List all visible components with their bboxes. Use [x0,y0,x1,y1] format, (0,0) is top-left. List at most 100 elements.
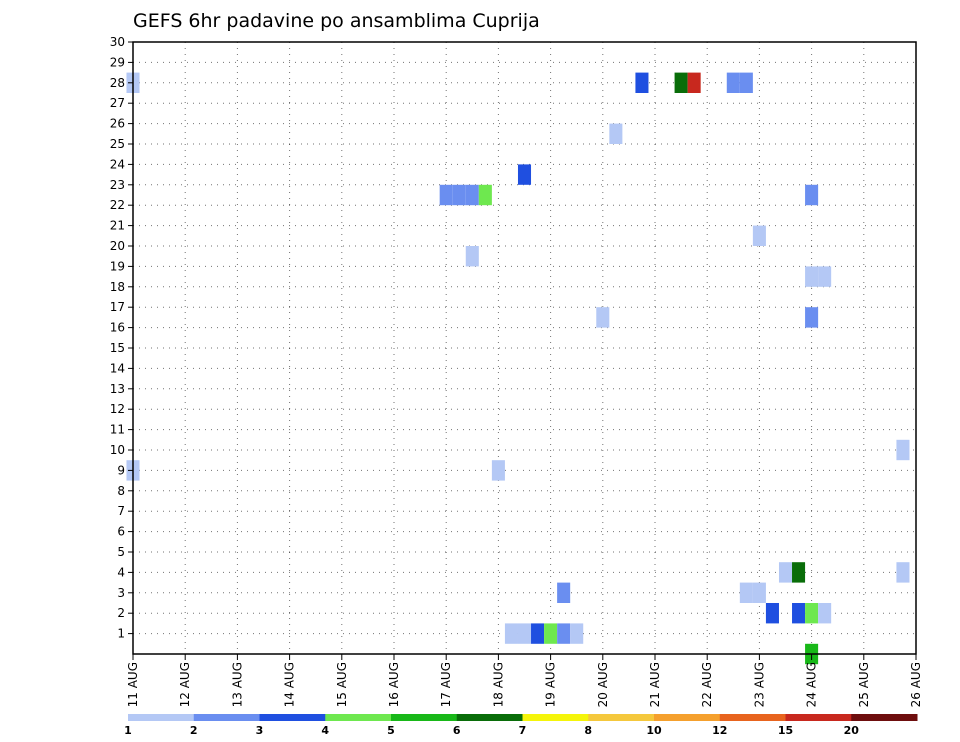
precip-cell-15 [557,582,571,603]
y-tick-label-11: 11 [110,423,125,437]
x-tick-label-13: 24 AUG [805,662,819,707]
legend-label-7: 8 [584,724,592,737]
precip-cell-9 [504,623,518,644]
y-tick-label-7: 7 [117,504,125,518]
precip-cell-26 [765,603,779,624]
y-tick-label-22: 22 [110,198,125,212]
legend-swatch-11 [851,714,918,721]
precip-cell-37 [896,562,910,583]
precip-cell-11 [531,623,545,644]
y-tick-label-6: 6 [117,525,125,539]
x-tick-label-0: 11 AUG [126,662,140,707]
legend-label-10: 15 [778,724,793,737]
precip-cell-20 [687,72,701,93]
legend-swatch-9 [719,714,786,721]
precip-cell-21 [726,72,740,93]
x-tick-label-6: 17 AUG [439,662,453,707]
legend-swatch-8 [654,714,721,721]
x-axis: 11 AUG 12 AUG 13 AUG 14 AUG 15 AUG 16 AUG 17 A… [126,654,923,707]
legend-label-0: 1 [124,724,132,737]
precip-cell-32 [805,307,819,328]
legend-swatch-7 [588,714,655,721]
x-tick-label-5: 16 AUG [387,662,401,707]
x-tick-label-14: 25 AUG [857,662,871,707]
y-tick-label-10: 10 [110,443,125,457]
legend-label-5: 6 [453,724,461,737]
x-tick-label-9: 20 AUG [596,662,610,707]
legend-swatch-10 [785,714,852,721]
y-tick-label-16: 16 [110,321,125,335]
precip-cell-8 [517,164,532,185]
legend-swatch-2 [259,714,326,721]
legend-swatch-1 [193,714,260,721]
legend-label-8: 10 [646,724,662,737]
precip-cell-4 [465,184,479,206]
legend-label-3: 4 [321,724,329,737]
y-tick-label-5: 5 [117,545,125,559]
y-tick-label-29: 29 [110,55,125,69]
x-tick-label-10: 21 AUG [648,662,662,707]
x-tick-label-1: 12 AUG [178,662,192,707]
precip-cell-35 [805,184,819,206]
legend-swatch-6 [522,714,589,721]
precip-cell-10 [517,623,532,644]
precip-cell-19 [674,72,688,93]
x-tick-label-12: 23 AUG [752,662,766,707]
x-tick-label-15: 26 AUG [909,662,923,707]
precip-cell-17 [609,123,623,144]
legend-label-11: 20 [844,724,860,737]
precip-cell-2 [439,184,453,206]
y-tick-label-20: 20 [110,239,125,253]
chart-title: GEFS 6hr padavine po ansamblima Cuprija [133,10,540,32]
legend-label-6: 7 [519,724,527,737]
precip-cell-6 [465,246,479,267]
legend-swatch-0 [128,714,195,721]
y-axis: 1234567891011121314151617181920212223242… [110,35,133,641]
precip-cell-27 [778,562,793,583]
y-tick-label-25: 25 [110,137,125,151]
x-tick-label-4: 15 AUG [335,662,349,707]
precip-cell-18 [635,72,649,93]
y-tick-label-23: 23 [110,178,125,192]
precip-cell-38 [896,439,910,461]
y-tick-label-28: 28 [110,76,125,90]
precip-cell-29 [792,603,806,624]
legend-label-4: 5 [387,724,395,737]
y-tick-label-15: 15 [110,341,125,355]
legend-label-9: 12 [712,724,727,737]
x-tick-label-2: 13 AUG [230,662,244,707]
legend-swatch-5 [456,714,523,721]
y-tick-label-26: 26 [110,117,125,131]
legend-swatch-3 [325,714,392,721]
precip-cell-14 [570,623,584,644]
color-legend: 1 2 3 4 5 6 7 8 10 12 15 20 [124,714,918,737]
grid-lines [132,41,917,654]
y-tick-label-24: 24 [110,157,125,171]
y-tick-label-2: 2 [117,606,125,620]
y-tick-label-4: 4 [117,565,125,579]
y-tick-label-9: 9 [117,463,125,477]
y-tick-label-1: 1 [117,627,125,641]
precip-cell-28 [792,562,806,583]
legend-swatch-4 [391,714,458,721]
precip-cell-22 [739,72,753,93]
precip-cell-13 [557,623,571,644]
y-tick-label-19: 19 [110,259,125,273]
legend-label-1: 2 [190,724,198,737]
precip-cell-30 [805,603,819,624]
precip-cell-12 [544,623,558,644]
y-tick-label-12: 12 [110,402,125,416]
x-tick-label-8: 19 AUG [544,662,558,707]
x-tick-label-3: 14 AUG [283,662,297,707]
precip-cell-34 [818,266,832,287]
precip-cell-31 [818,603,832,624]
precip-cell-23 [739,582,753,603]
legend-label-2: 3 [256,724,264,737]
precip-cell-5 [478,184,492,206]
precip-cells [126,72,910,665]
x-tick-label-11: 22 AUG [700,662,714,707]
precip-cell-24 [752,582,766,603]
precip-cell-16 [596,307,610,328]
precip-cell-7 [491,460,505,481]
